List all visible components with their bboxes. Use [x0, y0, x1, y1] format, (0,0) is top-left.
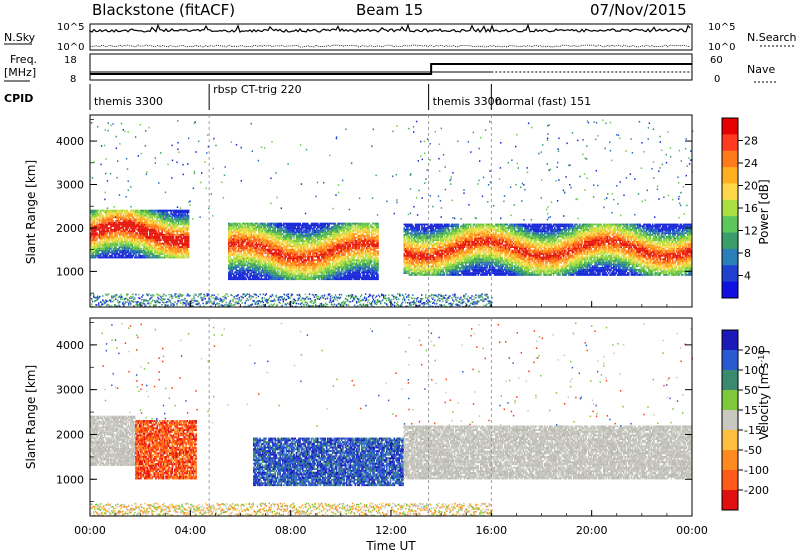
colorbar-tick-label: 16 [744, 202, 758, 215]
velocity-colorbar-label: Velocity [m s-1] [757, 350, 771, 440]
y-tick-label: 1000 [56, 473, 84, 486]
nsky-tick-top: 10^5 [57, 22, 84, 33]
velocity-y-axis-label: Slant Range [km] [24, 365, 38, 469]
power-heatmap [90, 120, 693, 308]
nave-tick-bottom: 0 [714, 74, 720, 85]
x-tick-label: 20:00 [576, 524, 608, 537]
colorbar-tick-label: 28 [744, 135, 758, 148]
x-tick-label: 00:00 [676, 524, 708, 537]
cpid-segment-label: rbsp CT-trig 220 [213, 83, 301, 96]
nsky-tick-bottom: 10^0 [57, 42, 84, 53]
station-title: Blackstone (fitACF) [92, 1, 235, 19]
colorbar-tick-label: -100 [744, 464, 769, 477]
plot-canvas: Blackstone (fitACF) Beam 15 07/Nov/2015 … [0, 0, 800, 554]
colorbar-tick-label: 12 [744, 225, 758, 238]
x-tick-label: 04:00 [174, 524, 206, 537]
cpid-segment-label: themis 3300 [94, 95, 163, 108]
freq-panel [90, 54, 692, 80]
freq-tick-bottom: 8 [70, 74, 76, 85]
time-axis-label: Time UT [365, 539, 416, 553]
power-colorbar: 28 24 20 16 12 8 4 [722, 118, 758, 299]
x-tick-label: 16:00 [475, 524, 507, 537]
nsky-panel [90, 24, 692, 50]
colorbar-tick-label: -200 [744, 484, 769, 497]
y-tick-label: 2000 [56, 428, 84, 441]
cpid-segment-label: normal (fast) 151 [495, 95, 591, 108]
colorbar-tick-label: 50 [744, 384, 758, 397]
y-tick-label: 4000 [56, 339, 84, 352]
nsearch-label: N.Search [747, 31, 797, 44]
x-tick-label: 08:00 [275, 524, 307, 537]
freq-tick-top: 18 [64, 55, 77, 66]
nsearch-tick-top: 10^5 [708, 22, 735, 33]
y-tick-label: 1000 [56, 265, 84, 278]
x-tick-label: 00:00 [74, 524, 106, 537]
x-tick-label: 12:00 [375, 524, 407, 537]
nsky-label: N.Sky [4, 31, 36, 44]
power-colorbar-label: Power [dB] [757, 179, 771, 244]
nave-tick-top: 60 [710, 55, 723, 66]
y-tick-label: 4000 [56, 135, 84, 148]
cpid-label: CPID [4, 92, 33, 105]
colorbar-tick-label: 15 [744, 404, 758, 417]
beam-title: Beam 15 [356, 1, 423, 19]
nsearch-tick-bottom: 10^0 [708, 42, 735, 53]
y-tick-label: 3000 [56, 384, 84, 397]
velocity-panel [90, 318, 692, 516]
colorbar-tick-label: 24 [744, 157, 758, 170]
y-tick-label: 2000 [56, 222, 84, 235]
nsky-trace [90, 25, 690, 47]
time-axis: 00:00 04:00 08:00 12:00 16:00 20:00 00:00 [74, 524, 708, 537]
freq-trace [90, 64, 692, 74]
colorbar-tick-label: 4 [744, 270, 751, 283]
freq-label: Freq. [10, 53, 37, 66]
y-tick-label: 3000 [56, 179, 84, 192]
velocity-heatmap [90, 323, 693, 517]
power-y-axis-label: Slant Range [km] [24, 160, 38, 264]
colorbar-tick-label: 20 [744, 180, 758, 193]
freq-unit: [MHz] [4, 66, 36, 79]
colorbar-tick-label: 8 [744, 247, 751, 260]
colorbar-tick-label: -50 [744, 444, 762, 457]
radar-summary-plot: Blackstone (fitACF) Beam 15 07/Nov/2015 … [0, 0, 800, 554]
date-title: 07/Nov/2015 [590, 1, 687, 19]
nave-label: Nave [747, 63, 775, 76]
